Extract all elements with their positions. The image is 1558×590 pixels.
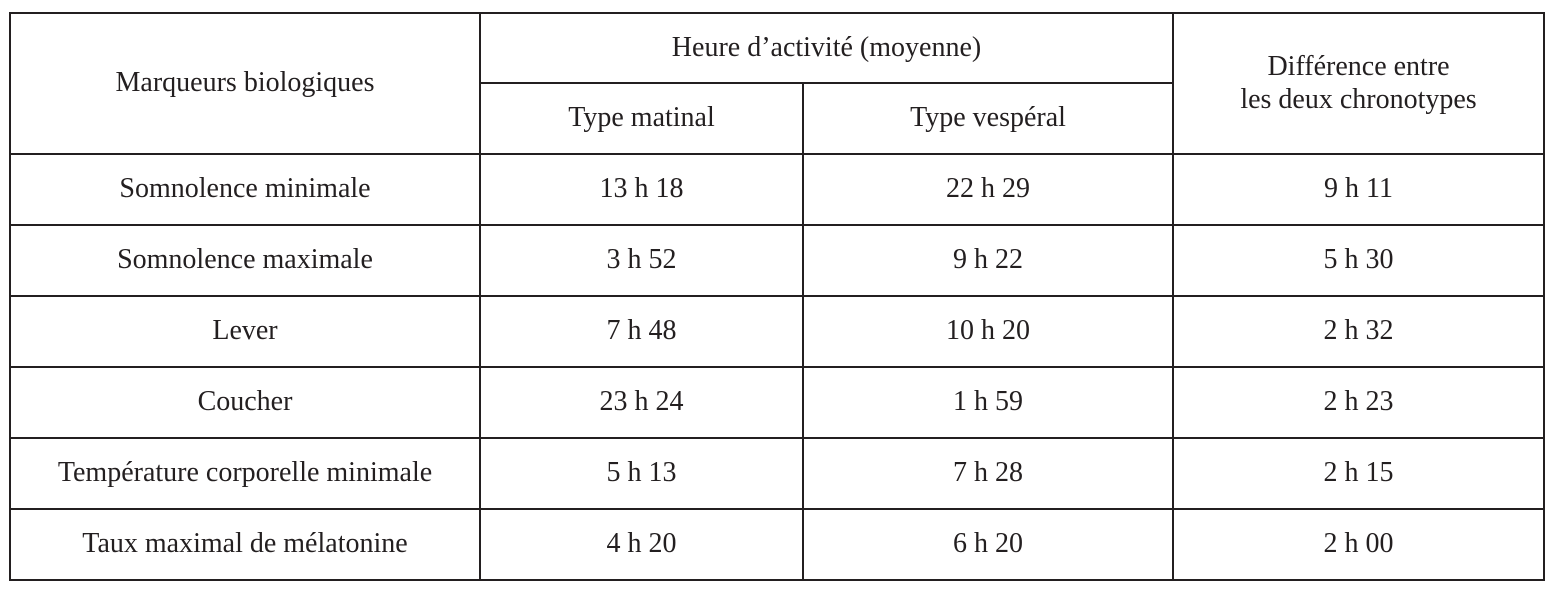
- cell-evening: 9 h 22: [801, 224, 1175, 297]
- cell-evening: 7 h 28: [801, 437, 1175, 510]
- cell-difference: 9 h 11: [1172, 153, 1546, 226]
- cell-difference: 2 h 32: [1172, 295, 1546, 368]
- header-evening: Type vespéral: [801, 82, 1175, 155]
- table-row: Somnolence maximale 3 h 52 9 h 22 5 h 30: [9, 224, 1546, 297]
- cell-morning: 13 h 18: [479, 153, 804, 226]
- cell-evening: 22 h 29: [801, 153, 1175, 226]
- table-header: Marqueurs biologiques Heure d’activité (…: [9, 12, 1546, 155]
- header-activity-group: Heure d’activité (moyenne): [478, 12, 1175, 84]
- cell-evening: 10 h 20: [801, 295, 1175, 368]
- cell-evening: 1 h 59: [801, 366, 1175, 439]
- cell-marker: Coucher: [9, 366, 481, 439]
- table-row: Somnolence minimale 13 h 18 22 h 29 9 h …: [9, 153, 1546, 226]
- cell-difference: 2 h 00: [1172, 508, 1546, 581]
- cell-difference: 2 h 23: [1172, 366, 1546, 439]
- cell-morning: 4 h 20: [479, 508, 804, 581]
- cell-morning: 3 h 52: [479, 224, 804, 297]
- header-marker: Marqueurs biologiques: [9, 12, 481, 155]
- table-row: Lever 7 h 48 10 h 20 2 h 32: [9, 295, 1546, 368]
- header-row-top: Marqueurs biologiques Heure d’activité (…: [9, 12, 1546, 155]
- cell-morning: 23 h 24: [479, 366, 804, 439]
- cell-marker: Somnolence maximale: [9, 224, 481, 297]
- cell-difference: 5 h 30: [1172, 224, 1546, 297]
- cell-morning: 7 h 48: [479, 295, 804, 368]
- cell-marker: Taux maximal de mélatonine: [9, 508, 481, 581]
- table-row: Taux maximal de mélatonine 4 h 20 6 h 20…: [9, 508, 1546, 581]
- table-body: Somnolence minimale 13 h 18 22 h 29 9 h …: [9, 153, 1546, 581]
- header-difference: Différence entre les deux chronotypes: [1172, 12, 1546, 155]
- cell-marker: Somnolence minimale: [9, 153, 481, 226]
- cell-marker: Température corporelle minimale: [9, 437, 481, 510]
- header-morning: Type matinal: [479, 82, 804, 155]
- cell-marker: Lever: [9, 295, 481, 368]
- header-row-sub: Type matinal Type vespéral: [10, 82, 1544, 155]
- cell-morning: 5 h 13: [479, 437, 804, 510]
- cell-difference: 2 h 15: [1172, 437, 1546, 510]
- table-row: Coucher 23 h 24 1 h 59 2 h 23: [9, 366, 1546, 439]
- chronotype-table: Marqueurs biologiques Heure d’activité (…: [9, 12, 1546, 581]
- cell-evening: 6 h 20: [801, 508, 1175, 581]
- table-row: Température corporelle minimale 5 h 13 7…: [9, 437, 1546, 510]
